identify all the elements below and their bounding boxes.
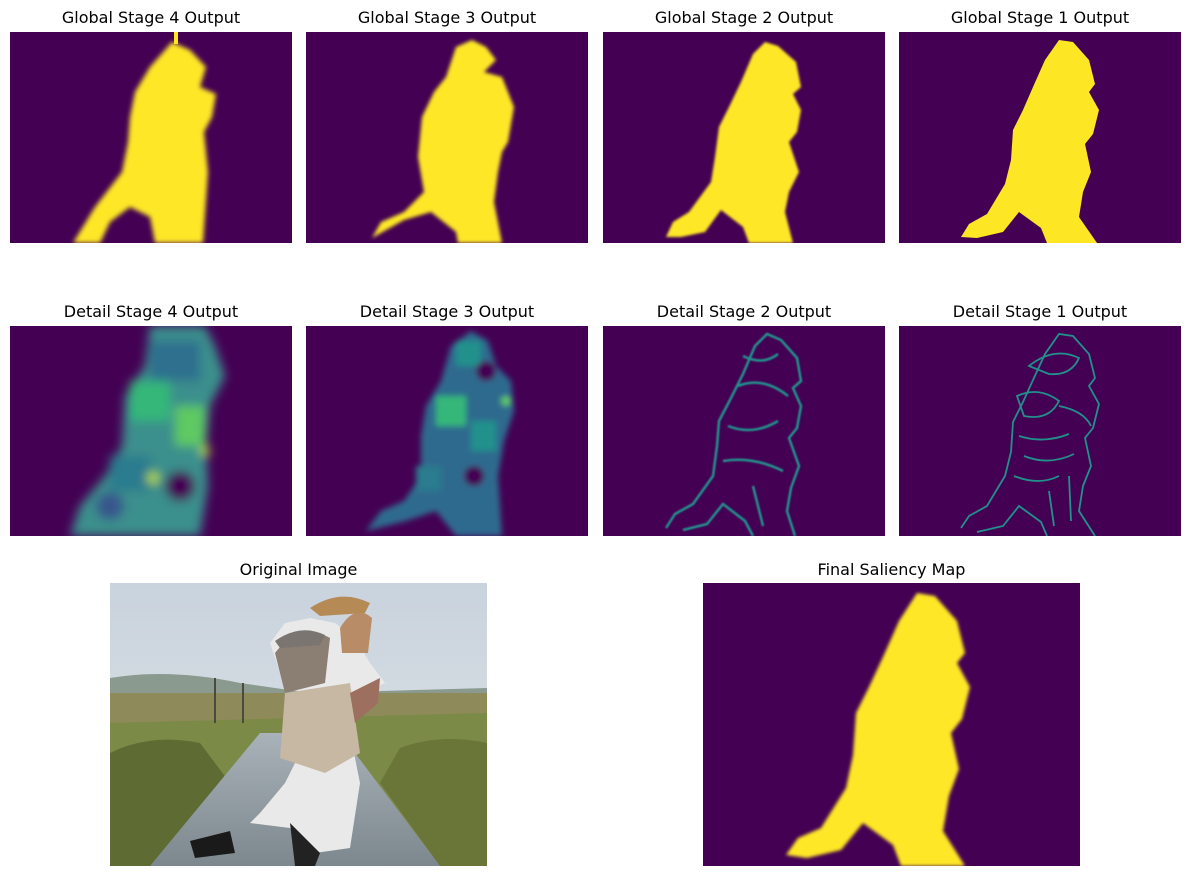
global-stage-4-map [10, 32, 292, 243]
panel-title-original: Original Image [239, 560, 358, 579]
detail-stage-3-map [306, 326, 588, 536]
panel-title-final: Final Saliency Map [817, 560, 966, 579]
panel-title-global-3: Global Stage 3 Output [357, 8, 537, 27]
panel-title-global-2: Global Stage 2 Output [654, 8, 834, 27]
panel-title-detail-2: Detail Stage 2 Output [656, 302, 832, 321]
global-stage-3-map [306, 32, 588, 243]
final-saliency-map [703, 583, 1080, 866]
panel-title-detail-3: Detail Stage 3 Output [359, 302, 535, 321]
detail-stage-2-map [603, 326, 885, 536]
original-image [110, 583, 487, 866]
panel-title-global-1: Global Stage 1 Output [950, 8, 1130, 27]
global-stage-1-map [899, 32, 1181, 243]
panel-title-detail-4: Detail Stage 4 Output [63, 302, 239, 321]
panel-title-global-4: Global Stage 4 Output [61, 8, 241, 27]
panel-title-detail-1: Detail Stage 1 Output [952, 302, 1128, 321]
detail-stage-1-map [899, 326, 1181, 536]
global-stage-2-map [603, 32, 885, 243]
detail-stage-4-map [10, 326, 292, 536]
